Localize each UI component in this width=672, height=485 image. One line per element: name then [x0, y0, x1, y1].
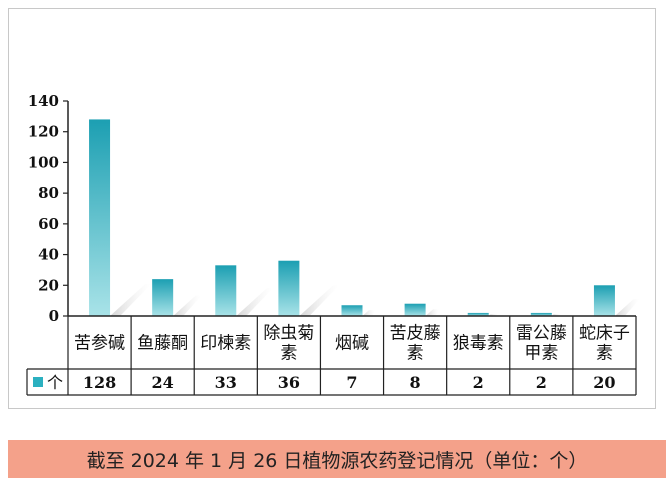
- category-label: 素: [407, 344, 424, 364]
- bar: [89, 119, 111, 316]
- y-tick-label: 80: [38, 184, 59, 202]
- bar: [152, 279, 174, 316]
- category-label: 苦皮藤: [390, 324, 441, 344]
- bar: [404, 303, 426, 316]
- data-table-value: 128: [83, 373, 116, 392]
- bar-shadow: [236, 288, 273, 316]
- bar-shadow: [173, 295, 202, 316]
- bar: [215, 265, 237, 316]
- data-table-value: 36: [278, 373, 300, 392]
- bar: [278, 260, 300, 316]
- y-tick-label: 40: [38, 246, 59, 264]
- y-tick-label: 120: [28, 123, 59, 141]
- category-label: 苦参碱: [74, 334, 125, 354]
- data-table-value: 24: [152, 373, 174, 392]
- caption-text: 截至 2024 年 1 月 26 日植物源农药登记情况（单位：个）: [86, 449, 588, 472]
- bar: [593, 285, 615, 316]
- bar-shadow: [425, 309, 440, 316]
- category-label: 鱼藤酮: [137, 334, 188, 354]
- legend-swatch: [33, 377, 43, 387]
- category-label: 素: [280, 344, 297, 364]
- bar-shadow: [362, 310, 376, 316]
- bar: [341, 305, 363, 316]
- bar-shadow: [110, 284, 152, 316]
- legend-label: 个: [47, 373, 63, 392]
- caption-bar: 截至 2024 年 1 月 26 日植物源农药登记情况（单位：个）: [8, 440, 666, 478]
- data-table-value: 8: [410, 373, 421, 392]
- category-label: 除虫菊: [263, 324, 314, 344]
- data-table-value: 7: [346, 373, 357, 392]
- category-label: 雷公藤: [516, 324, 567, 344]
- y-tick-label: 100: [28, 153, 59, 171]
- data-table-value: 33: [215, 373, 237, 392]
- bar-shadow: [299, 285, 339, 316]
- category-label: 蛇床子: [579, 324, 630, 344]
- y-tick-label: 0: [49, 307, 59, 325]
- category-label: 素: [596, 344, 613, 364]
- bar-shadow: [614, 299, 640, 316]
- data-table-value: 2: [536, 373, 547, 392]
- y-tick-label: 20: [38, 276, 59, 294]
- category-label: 烟碱: [335, 334, 369, 354]
- chart-frame: 0 20 40 60 80 100 120 140 苦参碱 鱼藤酮 印楝素 除虫菊素烟碱 苦皮藤素狼毒…: [8, 8, 656, 409]
- category-label: 甲素: [524, 344, 558, 364]
- bar: [530, 312, 552, 316]
- data-table-value: 2: [473, 373, 484, 392]
- y-tick-label: 140: [28, 92, 59, 110]
- bar: [467, 312, 489, 316]
- category-label: 印楝素: [200, 334, 251, 354]
- y-tick-label: 60: [38, 215, 59, 233]
- category-label: 狼毒素: [453, 334, 504, 354]
- data-table-value: 20: [593, 373, 615, 392]
